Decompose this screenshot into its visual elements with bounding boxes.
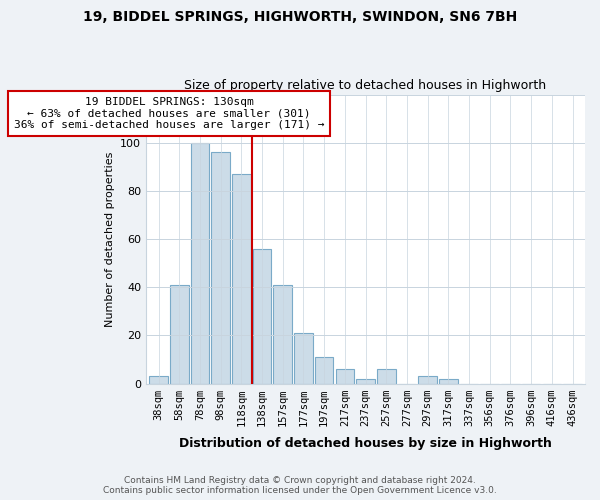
Bar: [356, 378, 375, 384]
Text: 19, BIDDEL SPRINGS, HIGHWORTH, SWINDON, SN6 7BH: 19, BIDDEL SPRINGS, HIGHWORTH, SWINDON, …: [83, 10, 517, 24]
Text: 19 BIDDEL SPRINGS: 130sqm
← 63% of detached houses are smaller (301)
36% of semi: 19 BIDDEL SPRINGS: 130sqm ← 63% of detac…: [14, 97, 324, 130]
Bar: [377, 369, 395, 384]
Bar: [315, 357, 334, 384]
Bar: [294, 333, 313, 384]
Bar: [274, 285, 292, 384]
Bar: [253, 248, 271, 384]
Title: Size of property relative to detached houses in Highworth: Size of property relative to detached ho…: [184, 79, 547, 92]
X-axis label: Distribution of detached houses by size in Highworth: Distribution of detached houses by size …: [179, 437, 552, 450]
Bar: [439, 378, 458, 384]
Text: Contains HM Land Registry data © Crown copyright and database right 2024.
Contai: Contains HM Land Registry data © Crown c…: [103, 476, 497, 495]
Y-axis label: Number of detached properties: Number of detached properties: [104, 152, 115, 326]
Bar: [170, 285, 188, 384]
Bar: [149, 376, 168, 384]
Bar: [418, 376, 437, 384]
Bar: [335, 369, 354, 384]
Bar: [211, 152, 230, 384]
Bar: [191, 142, 209, 384]
Bar: [232, 174, 251, 384]
